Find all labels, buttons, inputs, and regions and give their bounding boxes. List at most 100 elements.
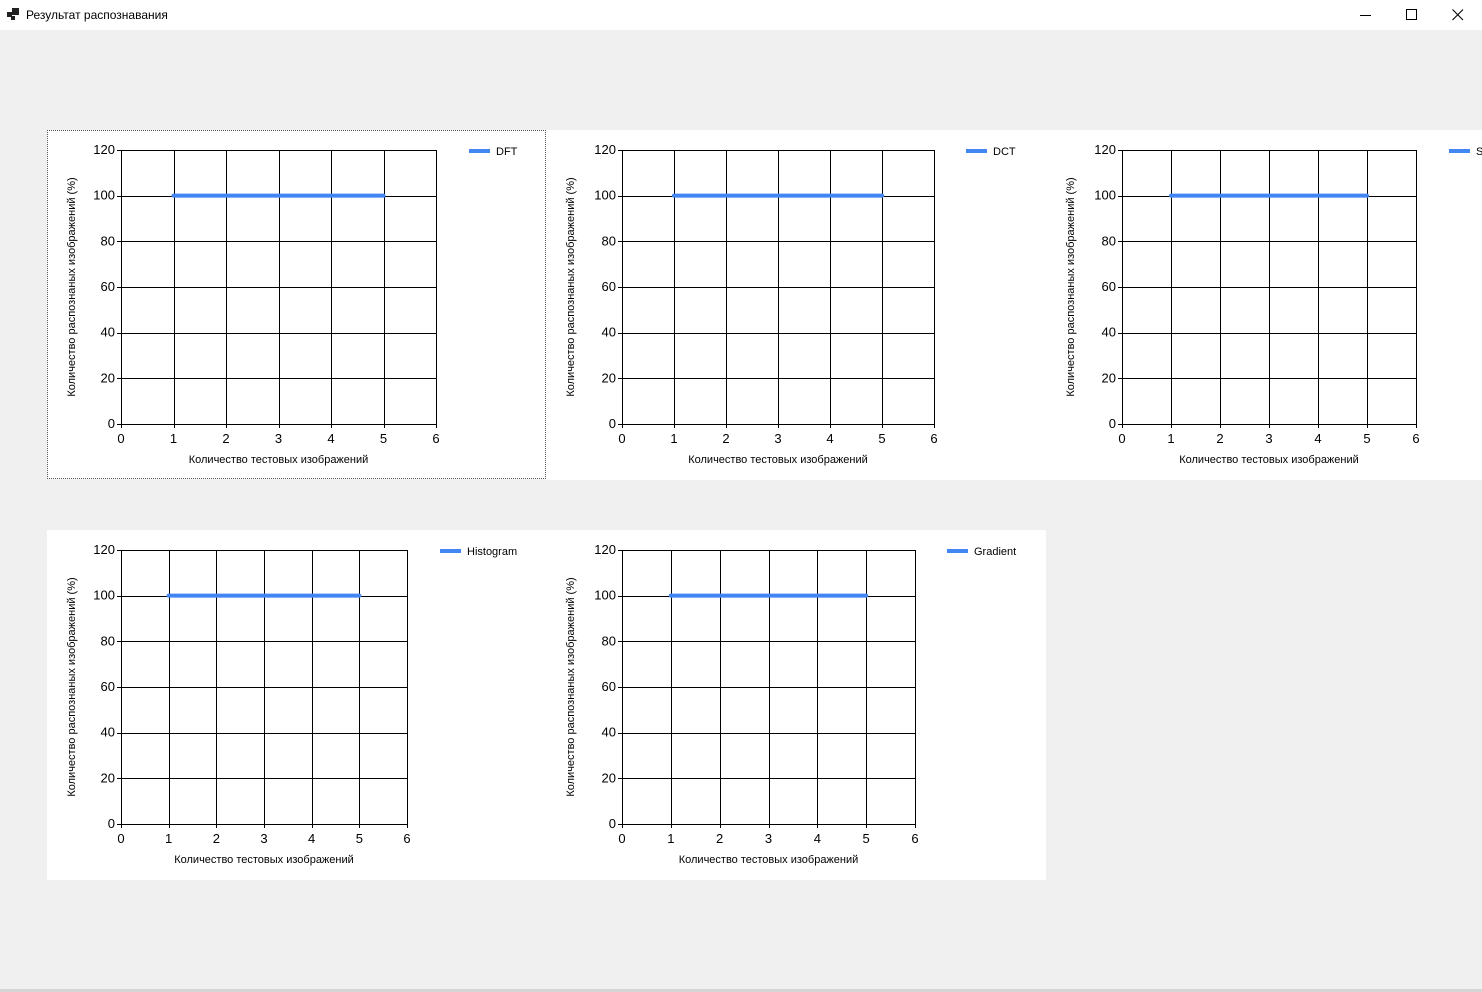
- x-tick-label: 5: [863, 831, 870, 846]
- x-tick-label: 6: [911, 831, 918, 846]
- window-bottom-edge: [0, 989, 1482, 992]
- x-tick-label: 4: [814, 831, 821, 846]
- y-tick-label: 80: [602, 633, 616, 648]
- y-tick-label: 120: [93, 542, 115, 557]
- data-point: [167, 594, 171, 598]
- legend-label: Histogram: [467, 546, 517, 558]
- data-point: [1316, 194, 1320, 198]
- title-bar: Результат распознавания: [0, 0, 1482, 30]
- x-tick-label: 4: [308, 831, 315, 846]
- y-tick-label: 100: [93, 588, 115, 603]
- y-axis-label: Количество распознаных изображений (%): [66, 177, 78, 396]
- data-point: [262, 594, 266, 598]
- y-tick-label: 60: [602, 279, 616, 294]
- chart-panel-dft[interactable]: 0 1 2 3 4 5 6 0 20 40 60 80 100 120 Количество тестовы…: [47, 130, 546, 479]
- y-tick-label: 100: [594, 188, 616, 203]
- x-tick-label: 6: [1412, 431, 1419, 446]
- y-tick-label: 20: [101, 770, 115, 785]
- x-axis-label: Количество тестовых изображений: [1179, 454, 1359, 466]
- legend-label: Gradient: [974, 546, 1016, 558]
- x-tick-label: 0: [618, 431, 625, 446]
- data-point: [669, 594, 673, 598]
- data-point: [880, 194, 884, 198]
- x-tick-label: 1: [1167, 431, 1174, 446]
- y-axis-label: Количество распознаных изображений (%): [66, 577, 78, 796]
- chart-panel-s[interactable]: 0 1 2 3 4 5 6 0 20 40 60 80 100 120 Количество тестовы…: [1046, 130, 1482, 480]
- chart-panel-histogram[interactable]: 0 1 2 3 4 5 6 0 20 40 60 80 100 120 Количество тестовы…: [47, 530, 546, 880]
- data-point: [382, 194, 385, 198]
- y-tick-label: 120: [594, 142, 616, 157]
- x-tick-label: 2: [716, 831, 723, 846]
- data-point: [329, 194, 333, 198]
- y-tick-label: 60: [101, 279, 115, 294]
- close-button[interactable]: [1435, 0, 1481, 30]
- y-tick-label: 0: [108, 416, 115, 431]
- y-tick-label: 80: [101, 633, 115, 648]
- y-tick-label: 40: [602, 725, 616, 740]
- maximize-button[interactable]: [1389, 0, 1435, 30]
- data-point: [1267, 194, 1271, 198]
- x-tick-label: 4: [826, 431, 833, 446]
- y-tick-label: 100: [93, 188, 115, 203]
- minimize-button[interactable]: [1343, 0, 1389, 30]
- x-tick-label: 2: [213, 831, 220, 846]
- y-axis-label: Количество распознаных изображений (%): [565, 177, 577, 396]
- legend-label: DFT: [496, 146, 518, 158]
- minimize-icon: [1360, 15, 1371, 16]
- data-point: [724, 194, 728, 198]
- data-point: [767, 594, 770, 598]
- data-point: [277, 194, 280, 198]
- x-tick-label: 3: [1265, 431, 1272, 446]
- data-point: [672, 194, 676, 198]
- y-tick-label: 20: [1102, 370, 1116, 385]
- data-point: [1218, 194, 1222, 198]
- data-point: [776, 194, 780, 198]
- data-point: [214, 594, 218, 598]
- y-tick-label: 120: [1094, 142, 1116, 157]
- x-tick-label: 4: [327, 431, 334, 446]
- data-point: [310, 594, 314, 598]
- window-title: Результат распознавания: [26, 8, 168, 22]
- y-tick-label: 100: [1094, 188, 1116, 203]
- x-tick-label: 0: [618, 831, 625, 846]
- y-tick-label: 40: [101, 725, 115, 740]
- x-tick-label: 1: [670, 431, 677, 446]
- y-tick-label: 120: [93, 142, 115, 157]
- x-axis-label: Количество тестовых изображений: [174, 854, 354, 866]
- x-tick-label: 5: [1363, 431, 1370, 446]
- y-tick-label: 60: [101, 679, 115, 694]
- x-tick-label: 5: [878, 431, 885, 446]
- y-tick-label: 20: [602, 370, 616, 385]
- legend-label: DCT: [993, 146, 1016, 158]
- close-icon: [1452, 9, 1464, 21]
- data-point: [224, 194, 228, 198]
- data-point: [172, 194, 175, 198]
- x-tick-label: 2: [722, 431, 729, 446]
- y-tick-label: 80: [101, 233, 115, 248]
- x-tick-label: 3: [765, 831, 772, 846]
- chart-panel-gradient[interactable]: 0 1 2 3 4 5 6 0 20 40 60 80 100 120 Количество тестовы…: [546, 530, 1046, 880]
- data-point: [815, 594, 819, 598]
- data-point: [1169, 194, 1173, 198]
- data-point: [864, 594, 868, 598]
- x-tick-label: 0: [117, 431, 124, 446]
- y-tick-label: 20: [101, 370, 115, 385]
- x-axis-label: Количество тестовых изображений: [688, 454, 868, 466]
- x-tick-label: 0: [117, 831, 124, 846]
- y-tick-label: 80: [1102, 233, 1116, 248]
- x-tick-label: 4: [1314, 431, 1321, 446]
- x-tick-label: 1: [667, 831, 674, 846]
- y-tick-label: 60: [602, 679, 616, 694]
- y-tick-label: 0: [108, 816, 115, 831]
- chart-panel-dct[interactable]: 0 1 2 3 4 5 6 0 20 40 60 80 100 120 Количество тестовы…: [546, 130, 1046, 480]
- y-tick-label: 40: [101, 325, 115, 340]
- x-tick-label: 3: [275, 431, 282, 446]
- x-tick-label: 3: [260, 831, 267, 846]
- data-point: [1365, 194, 1369, 198]
- y-tick-label: 0: [609, 416, 616, 431]
- x-tick-label: 2: [222, 431, 229, 446]
